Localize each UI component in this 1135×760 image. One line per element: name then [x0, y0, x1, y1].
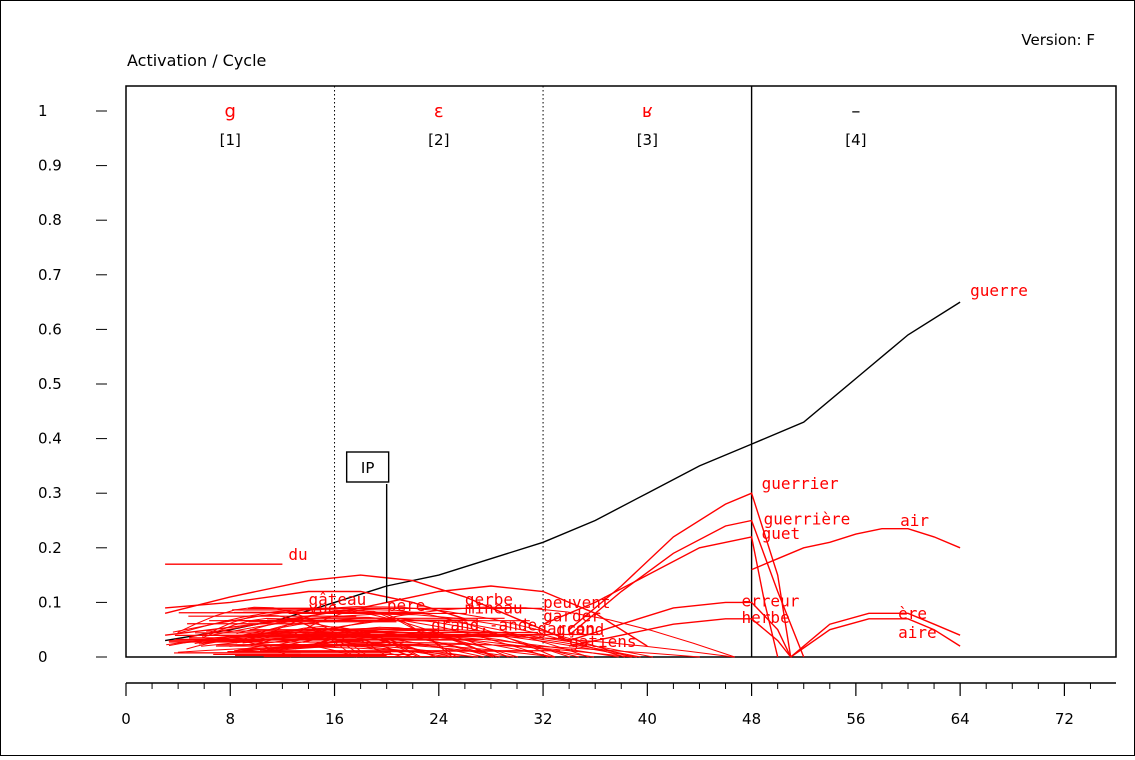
phoneme-headers: g [1] ɛ [2] ʁ [3] – [4] — [220, 101, 867, 149]
series-labels: guerre du grand,-ande père garçon guerrier gue… — [288, 281, 1028, 642]
series-label-guerre: guerre — [970, 281, 1028, 300]
version-label: Version: F — [1021, 31, 1095, 49]
phoneme-symbol-1: g — [225, 101, 236, 122]
series-line-air — [751, 528, 961, 571]
competitor-label-2: gerbe — [465, 590, 513, 609]
series-label-guet: guet — [762, 524, 801, 543]
x-tick-label-7: 56 — [846, 710, 865, 728]
y-tick-label-1: 0.1 — [38, 593, 62, 611]
series-line-guet — [542, 536, 779, 658]
competitor-label-5: grand — [556, 620, 604, 639]
competitor-label-7: peuvent — [543, 593, 610, 612]
plot-area — [125, 85, 1117, 658]
series-line-ère — [790, 612, 961, 658]
x-tick-label-0: 0 — [121, 710, 131, 728]
y-tick-label-3: 0.3 — [38, 484, 62, 502]
y-tick-label-0: 0 — [38, 648, 48, 666]
x-tick-label-2: 16 — [325, 710, 344, 728]
x-tick-label-4: 32 — [534, 710, 553, 728]
ip-marker: IP — [345, 451, 390, 603]
x-axis: 0 8 16 24 32 40 48 56 64 72 — [121, 682, 1116, 728]
x-tick-label-8: 64 — [951, 710, 970, 728]
y-tick-label-7: 0.7 — [38, 266, 62, 284]
phoneme-symbol-4: – — [851, 101, 860, 122]
series-label-du: du — [288, 545, 307, 564]
series-line-erreur — [568, 601, 792, 658]
competitor-line — [189, 616, 549, 658]
series-label-air: air — [900, 511, 929, 530]
phoneme-boundaries — [334, 86, 753, 657]
y-tick-label-5: 0.5 — [38, 375, 62, 393]
phoneme-index-4: [4] — [845, 131, 866, 149]
y-tick-label-6: 0.6 — [38, 320, 62, 338]
series-label-guerrière: guerrière — [764, 510, 851, 529]
series-line-herbe — [568, 618, 792, 658]
series-line-guerrière — [568, 519, 805, 658]
series-line-guerrier — [568, 492, 792, 658]
competitor-label-4: garder — [543, 607, 601, 626]
competitor-line — [177, 646, 479, 658]
phoneme-symbol-2: ɛ — [434, 101, 444, 122]
series-line-aire — [790, 618, 961, 658]
ip-box — [345, 451, 390, 483]
series-label-garçon: garçon — [537, 619, 595, 638]
series-label-herbe: herbe — [742, 608, 790, 627]
ip-label: IP — [361, 459, 374, 477]
y-tick-label-9: 0.9 — [38, 157, 62, 175]
competitor-label-1: vue — [308, 598, 337, 617]
series-label-aire: aire — [898, 623, 937, 642]
phoneme-index-1: [1] — [220, 131, 241, 149]
y-tick-label-8: 0.8 — [38, 211, 62, 229]
competitor-label-0: gâteau — [308, 590, 366, 609]
y-axis: 0 0.1 0.2 0.3 0.4 0.5 0.6 0.7 0.8 0.9 1 — [38, 102, 107, 666]
y-axis-title: Activation / Cycle — [127, 51, 266, 70]
x-tick-label-3: 24 — [429, 710, 448, 728]
series-label-ère: ère — [898, 604, 927, 623]
y-tick-label-2: 0.2 — [38, 539, 62, 557]
competitor-label-6: gatiens — [569, 632, 636, 651]
series-line-père — [165, 590, 466, 620]
series-label-père: père — [387, 596, 426, 615]
phoneme-symbol-3: ʁ — [642, 101, 653, 122]
series-line-guerre — [164, 301, 961, 642]
x-tick-label-6: 48 — [742, 710, 761, 728]
series-label-grand,-ande: grand,-ande — [431, 616, 537, 635]
x-tick-label-5: 40 — [638, 710, 657, 728]
phoneme-index-3: [3] — [637, 131, 658, 149]
phoneme-index-2: [2] — [428, 131, 449, 149]
series-label-erreur: erreur — [742, 591, 800, 610]
y-tick-label-4: 0.4 — [38, 430, 62, 448]
x-tick-label-9: 72 — [1055, 710, 1074, 728]
y-tick-label-10: 1 — [38, 102, 48, 120]
series-label-guerrier: guerrier — [762, 474, 839, 493]
x-tick-label-1: 8 — [225, 710, 235, 728]
competitor-label-3: mineau — [465, 598, 523, 617]
